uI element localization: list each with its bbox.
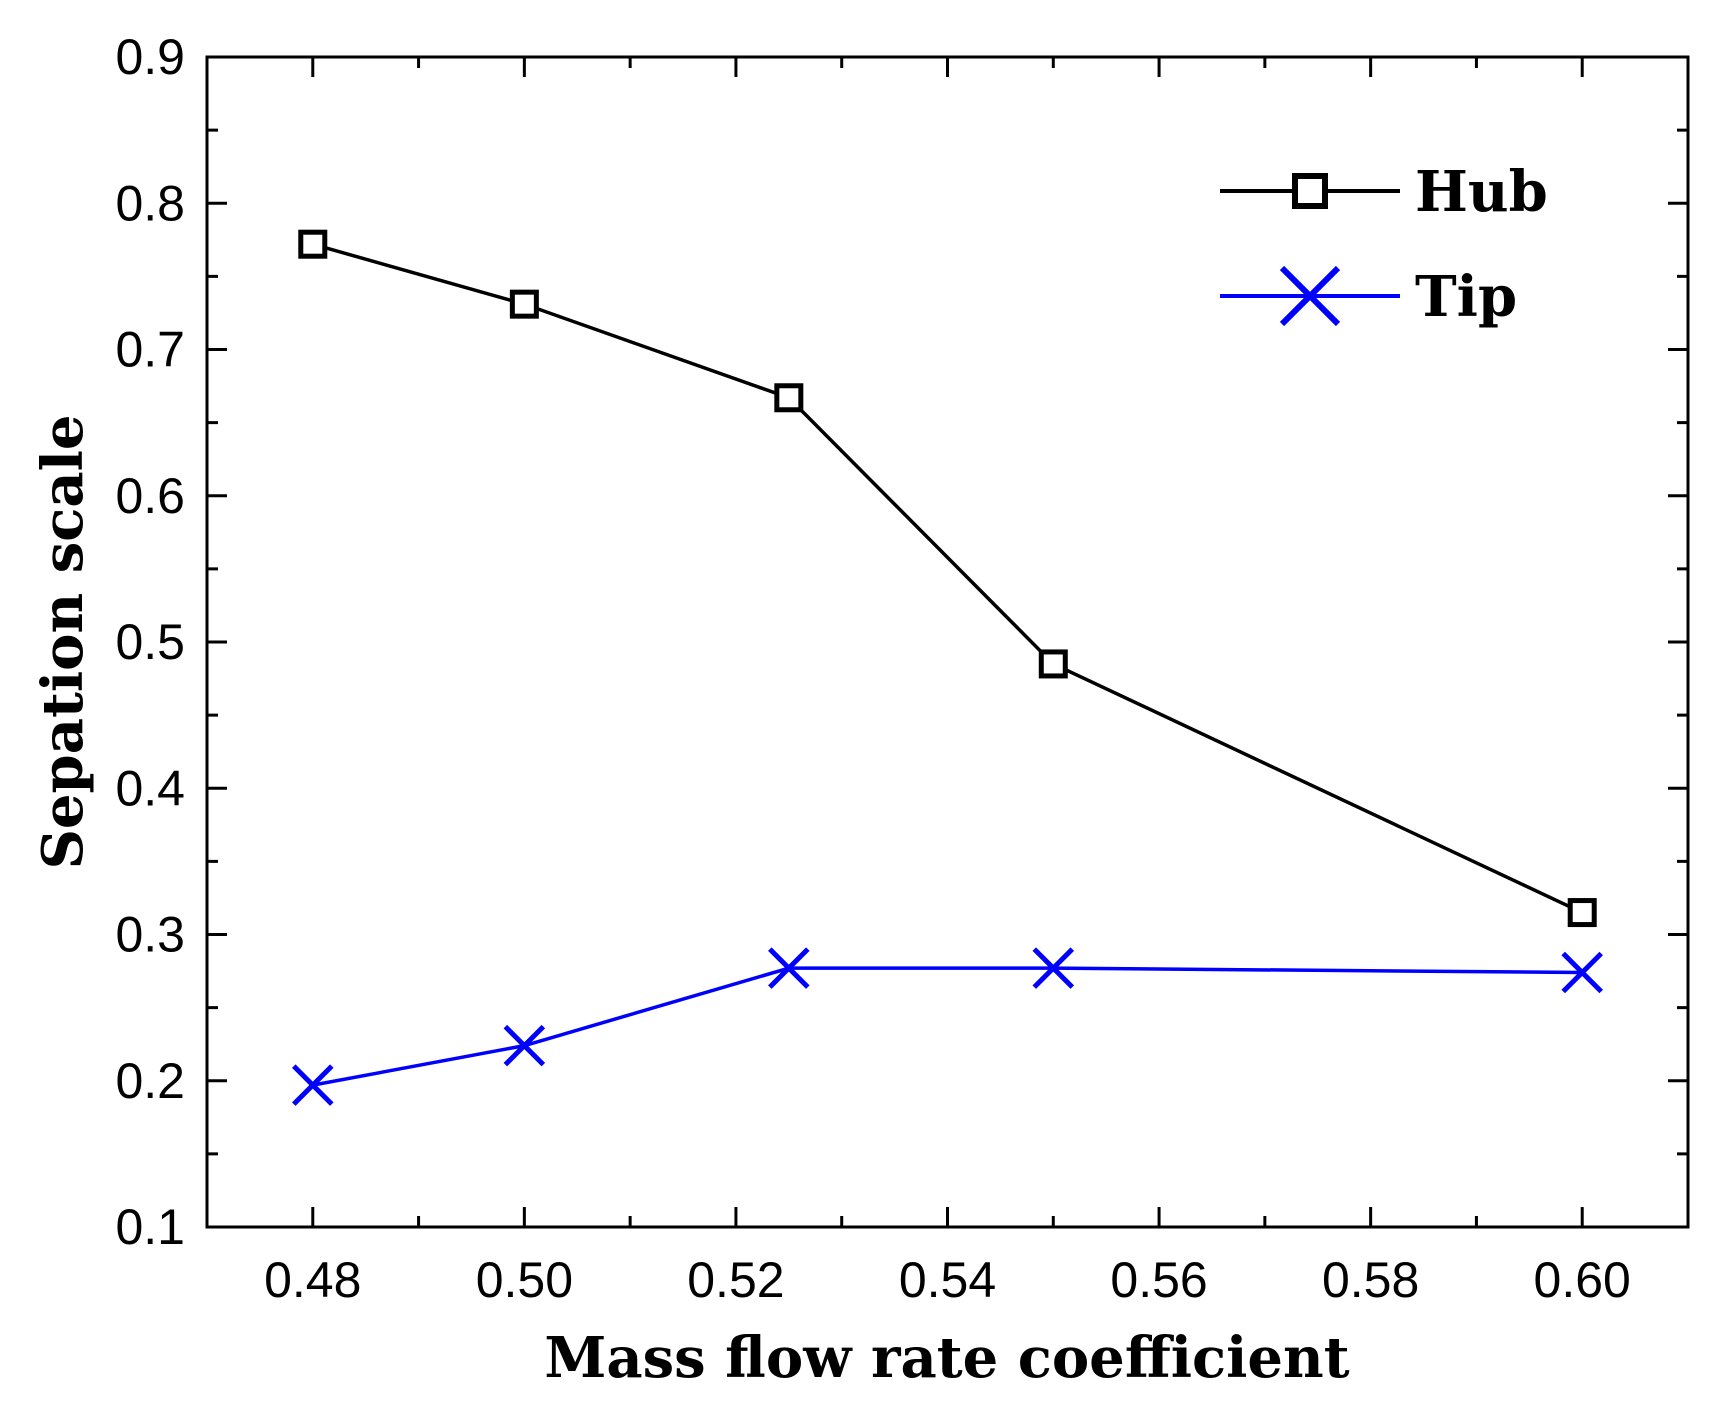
tip-point [1032,947,1075,989]
legend-marker-hub [1292,173,1328,209]
x-tick-label: 0.60 [1534,1252,1631,1308]
x-tick-label: 0.54 [899,1252,996,1308]
y-tick-label: 0.6 [115,468,185,524]
hub-point [509,289,539,319]
x-tick-label: 0.52 [687,1252,784,1308]
tip-point [1561,951,1603,994]
tip-line [312,966,1583,1087]
tip-point [503,1024,546,1067]
legend-item-hub: Hub [1220,159,1548,225]
hub-series [298,229,1597,928]
legend-marker-tip [1279,265,1341,327]
y-axis-title: Sepation scale [30,414,96,869]
y-tick-label: 0.7 [115,322,185,378]
x-axis-title: Mass flow rate coefficient [544,1325,1349,1391]
x-tick-label: 0.50 [476,1252,573,1308]
y-tick-label: 0.8 [115,175,185,231]
x-tick-label: 0.58 [1322,1252,1419,1308]
tip-point [292,1064,334,1106]
x-tick-label: 0.48 [264,1252,361,1308]
series-layer [292,229,1603,1106]
legend: Hub Tip [1220,159,1548,330]
legend-item-tip: Tip [1220,264,1517,330]
y-tick-label: 0.2 [115,1053,185,1109]
hub-line [312,242,1583,915]
hub-point [1038,649,1068,679]
y-tick-label: 0.5 [115,614,185,670]
hub-point [1567,898,1597,928]
legend-label-hub: Hub [1415,159,1548,225]
tip-point [768,947,810,989]
hub-point [298,229,328,259]
y-tick-label: 0.4 [115,760,185,816]
y-tick-label: 0.3 [115,907,185,963]
plot-frame [205,55,1690,1229]
y-tick-label: 0.9 [115,29,185,85]
legend-label-tip: Tip [1415,264,1517,330]
axis-ticks: 0.48 0.50 0.52 0.54 0.56 0.58 0.60 0.1 0.2 0.3 0.4… [115,29,1688,1308]
y-tick-label: 0.1 [115,1199,185,1255]
x-tick-label: 0.56 [1110,1252,1207,1308]
tip-series [292,947,1603,1106]
hub-point [774,383,804,413]
